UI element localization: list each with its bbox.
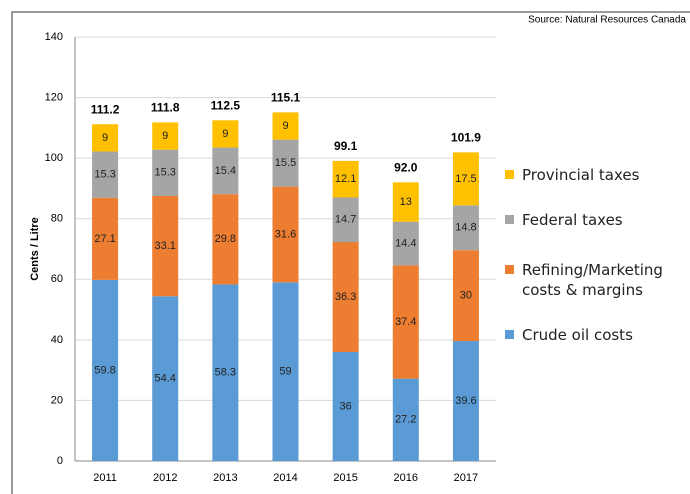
- legend-swatch: [505, 265, 514, 274]
- legend-swatch: [505, 170, 514, 179]
- x-tick-label: 2013: [213, 472, 237, 484]
- x-tick-label: 2011: [93, 472, 117, 484]
- y-tick-label: 120: [45, 91, 63, 103]
- bar-segment: [452, 250, 479, 342]
- data-label: 59.8: [94, 364, 115, 376]
- bar-segment: [272, 112, 299, 140]
- data-label: 37.4: [395, 316, 416, 328]
- data-label: 39.6: [455, 395, 476, 407]
- total-label: 111.2: [91, 102, 120, 116]
- bar-segment: [152, 296, 179, 461]
- data-label: 36: [340, 400, 352, 412]
- legend-label: Crude oil costs: [522, 326, 633, 344]
- total-label: 92.0: [394, 161, 418, 175]
- data-label: 30: [460, 290, 472, 302]
- x-tick-label: 2017: [454, 472, 478, 484]
- bar-segment: [212, 194, 239, 285]
- data-label: 9: [282, 120, 288, 132]
- bar-segment: [332, 242, 359, 352]
- bar-segment: [92, 279, 119, 461]
- bar-segment: [332, 197, 359, 243]
- total-label: 112.5: [211, 98, 241, 112]
- x-tick-label: 2012: [153, 472, 177, 484]
- y-axis-label: Cents / Litre: [29, 217, 41, 281]
- legend-swatch: [505, 215, 514, 224]
- bar-segment: [92, 151, 119, 198]
- bar-segment: [212, 147, 239, 195]
- legend-item: Crude oil costs: [505, 325, 690, 345]
- data-label: 54.4: [155, 373, 176, 385]
- x-tick-label: 2014: [273, 472, 297, 484]
- bar-segment: [392, 265, 419, 379]
- bar-segment: [92, 197, 119, 280]
- legend-label: Provincial taxes: [522, 166, 640, 184]
- data-label: 14.4: [395, 237, 416, 249]
- bar-segment: [272, 186, 299, 283]
- data-label: 36.3: [335, 291, 356, 303]
- legend-item: Federal taxes: [505, 210, 690, 230]
- data-label: 58.3: [215, 367, 236, 379]
- y-tick-label: 140: [45, 31, 63, 43]
- bar-segment: [152, 149, 179, 196]
- total-label: 101.9: [451, 131, 481, 145]
- data-label: 15.3: [155, 167, 176, 179]
- bar-segment: [152, 196, 179, 297]
- bar-segment: [452, 152, 479, 206]
- y-tick-label: 60: [51, 273, 63, 285]
- legend-swatch: [505, 330, 514, 339]
- y-tick-label: 80: [51, 213, 63, 225]
- bar-segment: [272, 282, 299, 461]
- bar-segment: [212, 120, 239, 148]
- bar-segment: [92, 124, 119, 152]
- data-label: 14.8: [455, 222, 476, 234]
- total-label: 99.1: [334, 139, 358, 153]
- data-label: 27.1: [94, 233, 115, 245]
- frame: [11, 11, 690, 494]
- y-tick-label: 40: [51, 334, 63, 346]
- y-tick-label: 20: [51, 394, 63, 406]
- x-tick-label: 2015: [333, 472, 357, 484]
- bar-segment: [332, 160, 359, 198]
- data-label: 14.7: [335, 214, 356, 226]
- data-label: 15.5: [275, 157, 296, 169]
- legend-item: Provincial taxes: [505, 165, 690, 185]
- x-tick-label: 2016: [394, 472, 418, 484]
- legend-label: Refining/Marketing costs & margins: [522, 261, 663, 299]
- total-label: 115.1: [271, 91, 301, 105]
- data-label: 9: [162, 130, 168, 142]
- y-tick-label: 100: [45, 152, 63, 164]
- data-label: 9: [222, 128, 228, 140]
- total-label: 111.8: [151, 101, 180, 115]
- bar-segment: [392, 221, 419, 266]
- bar-segment: [452, 341, 479, 461]
- bar-segment: [392, 182, 419, 222]
- bar-segment: [332, 351, 359, 461]
- data-label: 9: [102, 132, 108, 144]
- data-label: 31.6: [275, 228, 296, 240]
- bar-segment: [392, 378, 419, 461]
- bar-segment: [272, 139, 299, 187]
- data-label: 27.2: [395, 414, 416, 426]
- data-label: 12.1: [335, 173, 356, 185]
- bar-segment: [152, 122, 179, 150]
- legend-item: Refining/Marketing costs & margins: [505, 260, 690, 300]
- data-label: 59: [279, 366, 291, 378]
- data-label: 33.1: [155, 240, 176, 252]
- bar-segment: [452, 205, 479, 251]
- data-label: 13: [400, 196, 412, 208]
- data-label: 15.4: [215, 165, 236, 177]
- data-label: 29.8: [215, 233, 236, 245]
- data-label: 17.5: [455, 173, 476, 185]
- bar-segment: [212, 284, 239, 461]
- y-tick-label: 0: [57, 455, 63, 467]
- legend-label: Federal taxes: [522, 211, 623, 229]
- data-label: 15.3: [94, 169, 115, 181]
- source: Source: Natural Resources Canada: [528, 15, 686, 26]
